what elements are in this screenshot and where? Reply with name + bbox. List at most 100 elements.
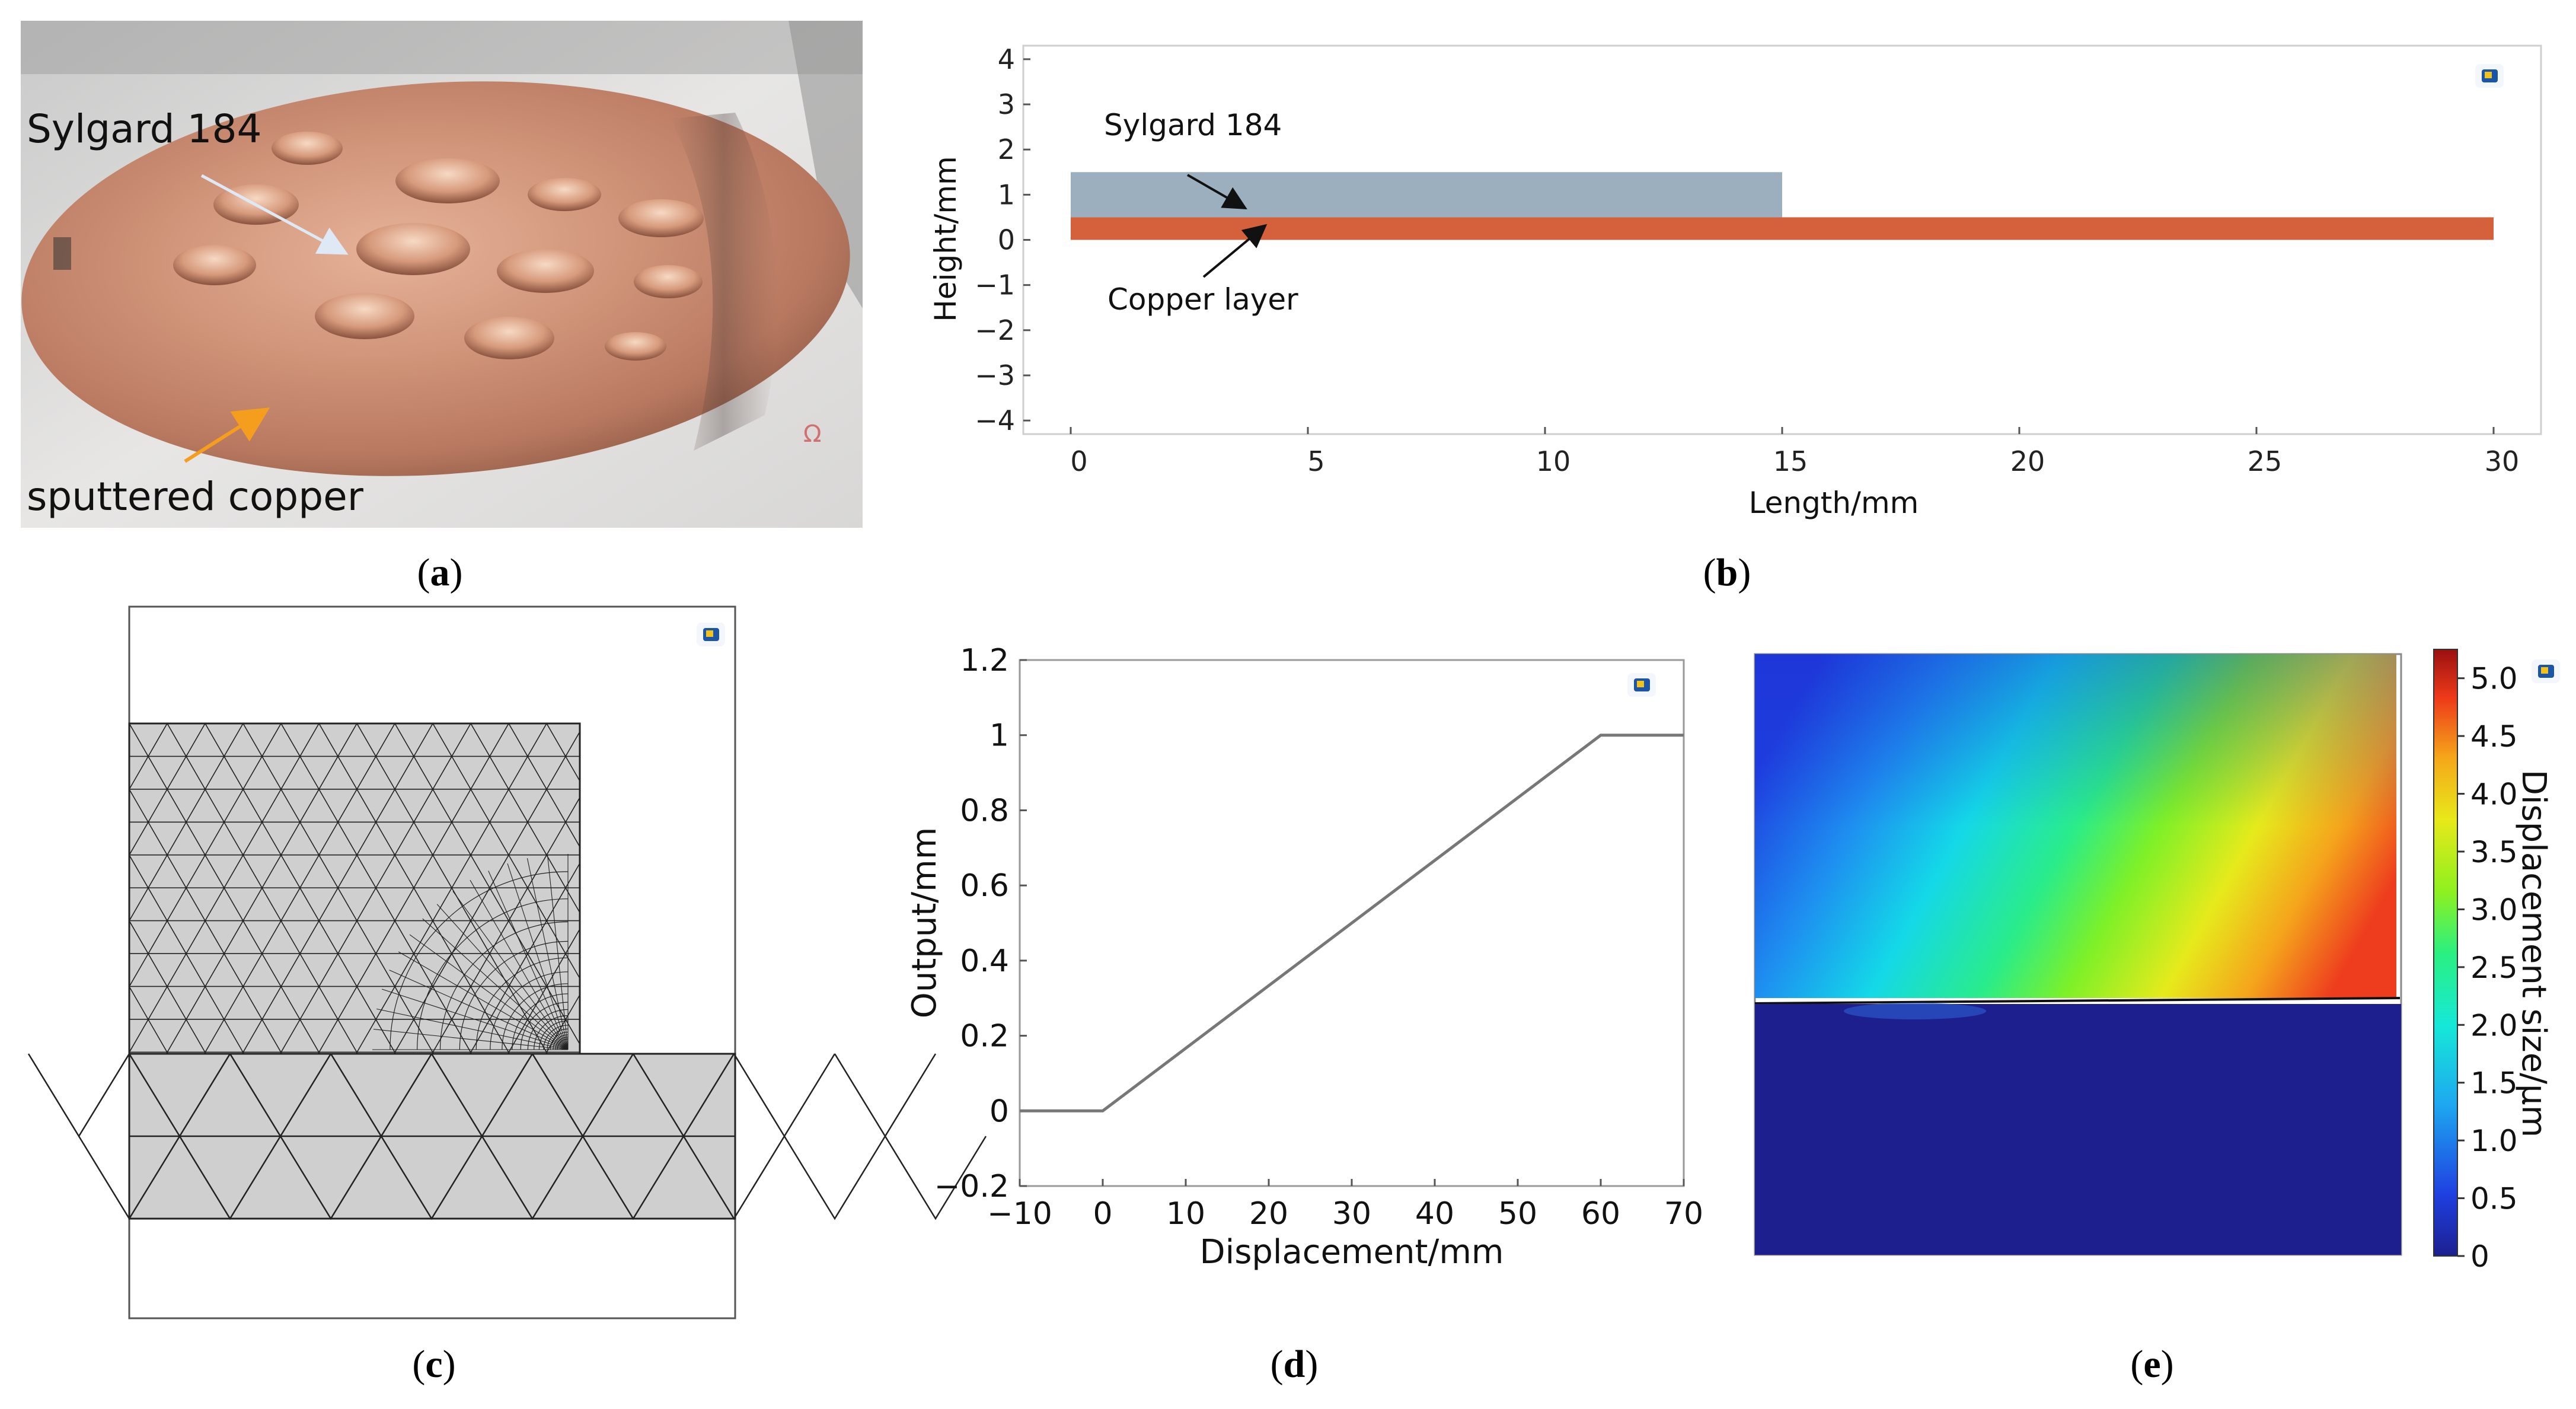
mesh-edge xyxy=(432,723,580,980)
colorbar xyxy=(2433,649,2458,1257)
sylgard-mesh-region xyxy=(128,722,581,1055)
panel-d-ytick-label: 1.2 xyxy=(960,643,1009,678)
colorbar-tick-label: 1.5 xyxy=(2470,1066,2518,1101)
caption-a: (a) xyxy=(417,551,463,594)
mesh-edge xyxy=(129,788,283,1054)
mesh-refinement-ray xyxy=(373,1028,569,1050)
copper-mesh-edge xyxy=(834,1053,937,1138)
colorbar-label: Displacement size/μm xyxy=(2514,770,2553,1137)
mesh-refinement-ray xyxy=(547,855,569,1050)
sylgard-displacement-shading xyxy=(1755,654,2396,998)
panel-d-ytick-label: 0.4 xyxy=(960,943,1009,979)
colorbar-tick-label: 4.5 xyxy=(2470,719,2518,754)
mesh-refinement-ring xyxy=(475,957,569,1050)
panel-b-xtick-label: 0 xyxy=(1070,445,1087,477)
mesh-refinement-ray xyxy=(398,951,569,1050)
mesh-refinement-ray xyxy=(470,879,569,1050)
mesh-refinement-ring xyxy=(527,1009,569,1050)
mesh-edge xyxy=(129,723,282,988)
panel-b-ytick-label: 0 xyxy=(998,224,1015,256)
colorbar-tick-label: 3.5 xyxy=(2470,835,2518,869)
panel-d-xtick-label: 30 xyxy=(1332,1196,1371,1232)
panel-d-ytick-label: 0.8 xyxy=(960,793,1009,828)
sylgard-arrow xyxy=(200,174,349,255)
panel-d-ytick-label: 1 xyxy=(989,718,1009,754)
mesh-refinement-ring xyxy=(390,871,569,1050)
colorbar-tick-label: 0 xyxy=(2470,1239,2489,1274)
mesh-refinement-ray xyxy=(507,863,569,1050)
copper-mesh-edge xyxy=(783,1136,886,1220)
sylgard-pointer xyxy=(1187,174,1247,209)
mesh-refinement-ray xyxy=(381,989,569,1050)
mesh-edge xyxy=(850,723,1040,1054)
mesh-edge xyxy=(129,986,169,1054)
mesh-edge xyxy=(241,723,433,1054)
sylgard-mesh xyxy=(0,723,1040,1054)
mesh-edge xyxy=(129,1051,131,1054)
interface-glow xyxy=(1844,1003,1986,1019)
panel-c xyxy=(0,605,1040,1319)
copper-displacement-field xyxy=(1755,1004,2401,1255)
wafer-flat-mark xyxy=(53,237,71,270)
panel-b-xtick-label: 20 xyxy=(2010,445,2045,477)
panel-e: 5.0 4.5 4.0 3.5 3.0 2.5 2.0 1.5 1.0 0.5 0 Displace… xyxy=(1754,649,2560,1274)
copper-mesh-edge xyxy=(582,1136,685,1220)
copper-pointer xyxy=(1202,224,1268,278)
copper-mesh-edge xyxy=(178,1136,282,1220)
mesh-edge xyxy=(470,723,580,914)
panel-d-ylabel: Output/mm xyxy=(905,827,944,1019)
mesh-edge xyxy=(203,723,395,1054)
mesh-edge xyxy=(317,723,509,1054)
mesh-edge xyxy=(0,723,92,1054)
copper-mesh-edge xyxy=(27,1053,130,1138)
panel-b-ytick-label: −3 xyxy=(975,359,1015,391)
mesh-edge xyxy=(545,993,580,1054)
colorbar-tick-label: 3.0 xyxy=(2470,892,2518,927)
mesh-edge xyxy=(129,723,320,1054)
mesh-edge xyxy=(205,723,397,1054)
panel-b-ylabel: Height/mm xyxy=(928,156,963,322)
colorbar-tick-label: 0.5 xyxy=(2470,1182,2518,1216)
mesh-refinement-ring xyxy=(534,1015,569,1050)
panel-d-axes: −10 0 10 20 30 40 50 60 70 1.2 1 0.8 0.6 0.4 0.2 0 −0.2 xyxy=(934,643,1703,1232)
mesh-refinement-ray xyxy=(526,858,569,1050)
panel-d-xtick-label: 60 xyxy=(1581,1196,1620,1232)
panel-b-ytick-label: −4 xyxy=(975,404,1015,436)
copper-wafer xyxy=(21,81,850,476)
panel-b-ytick-label: 4 xyxy=(998,43,1015,75)
mesh-edge xyxy=(736,723,926,1054)
mesh-edge xyxy=(355,723,547,1054)
mesh-edge xyxy=(129,723,321,1054)
mesh-edge xyxy=(0,723,91,1054)
colorbar-tick-label: 2.0 xyxy=(2470,1008,2518,1043)
caption-c: (c) xyxy=(412,1343,455,1386)
mesh-refinement-ring xyxy=(543,1025,569,1050)
panel-b-xtick-label: 25 xyxy=(2248,445,2283,477)
mesh-refinement-ring xyxy=(417,898,569,1050)
mesh-edge xyxy=(431,796,580,1054)
panel-d-xlabel: Displacement/mm xyxy=(1200,1233,1504,1271)
mesh-refinement-ray xyxy=(422,918,569,1050)
panel-b-xtick-label: 30 xyxy=(2485,445,2520,477)
panel-b-xtick-label: 10 xyxy=(1536,445,1571,477)
comsol-logo-icon xyxy=(697,623,725,646)
output-series-line xyxy=(1020,734,1684,1112)
sylgard-mesh-lines xyxy=(0,723,1040,1054)
panel-d-xtick-label: 0 xyxy=(1093,1196,1112,1232)
panel-d-xtick-label: 20 xyxy=(1249,1196,1288,1232)
copper-layer-layer-rect xyxy=(1071,217,2494,240)
mesh-edge xyxy=(850,723,1040,1054)
panel-d-xtick-label: 10 xyxy=(1166,1196,1205,1232)
colorbar-ticks: 5.0 4.5 4.0 3.5 3.0 2.5 2.0 1.5 1.0 0.5 0 xyxy=(2457,662,2518,1274)
caption-d: (d) xyxy=(1271,1343,1319,1386)
mesh-edge xyxy=(318,723,510,1054)
mesh-refinement-ray xyxy=(436,904,569,1050)
mesh-refinement-ray xyxy=(409,934,569,1050)
mesh-edge xyxy=(167,723,359,1054)
mesh-edge xyxy=(242,723,435,1054)
sylgard-label: Sylgard 184 xyxy=(1104,108,1282,142)
mesh-edge xyxy=(129,723,244,922)
caption-e: (e) xyxy=(2130,1343,2173,1386)
